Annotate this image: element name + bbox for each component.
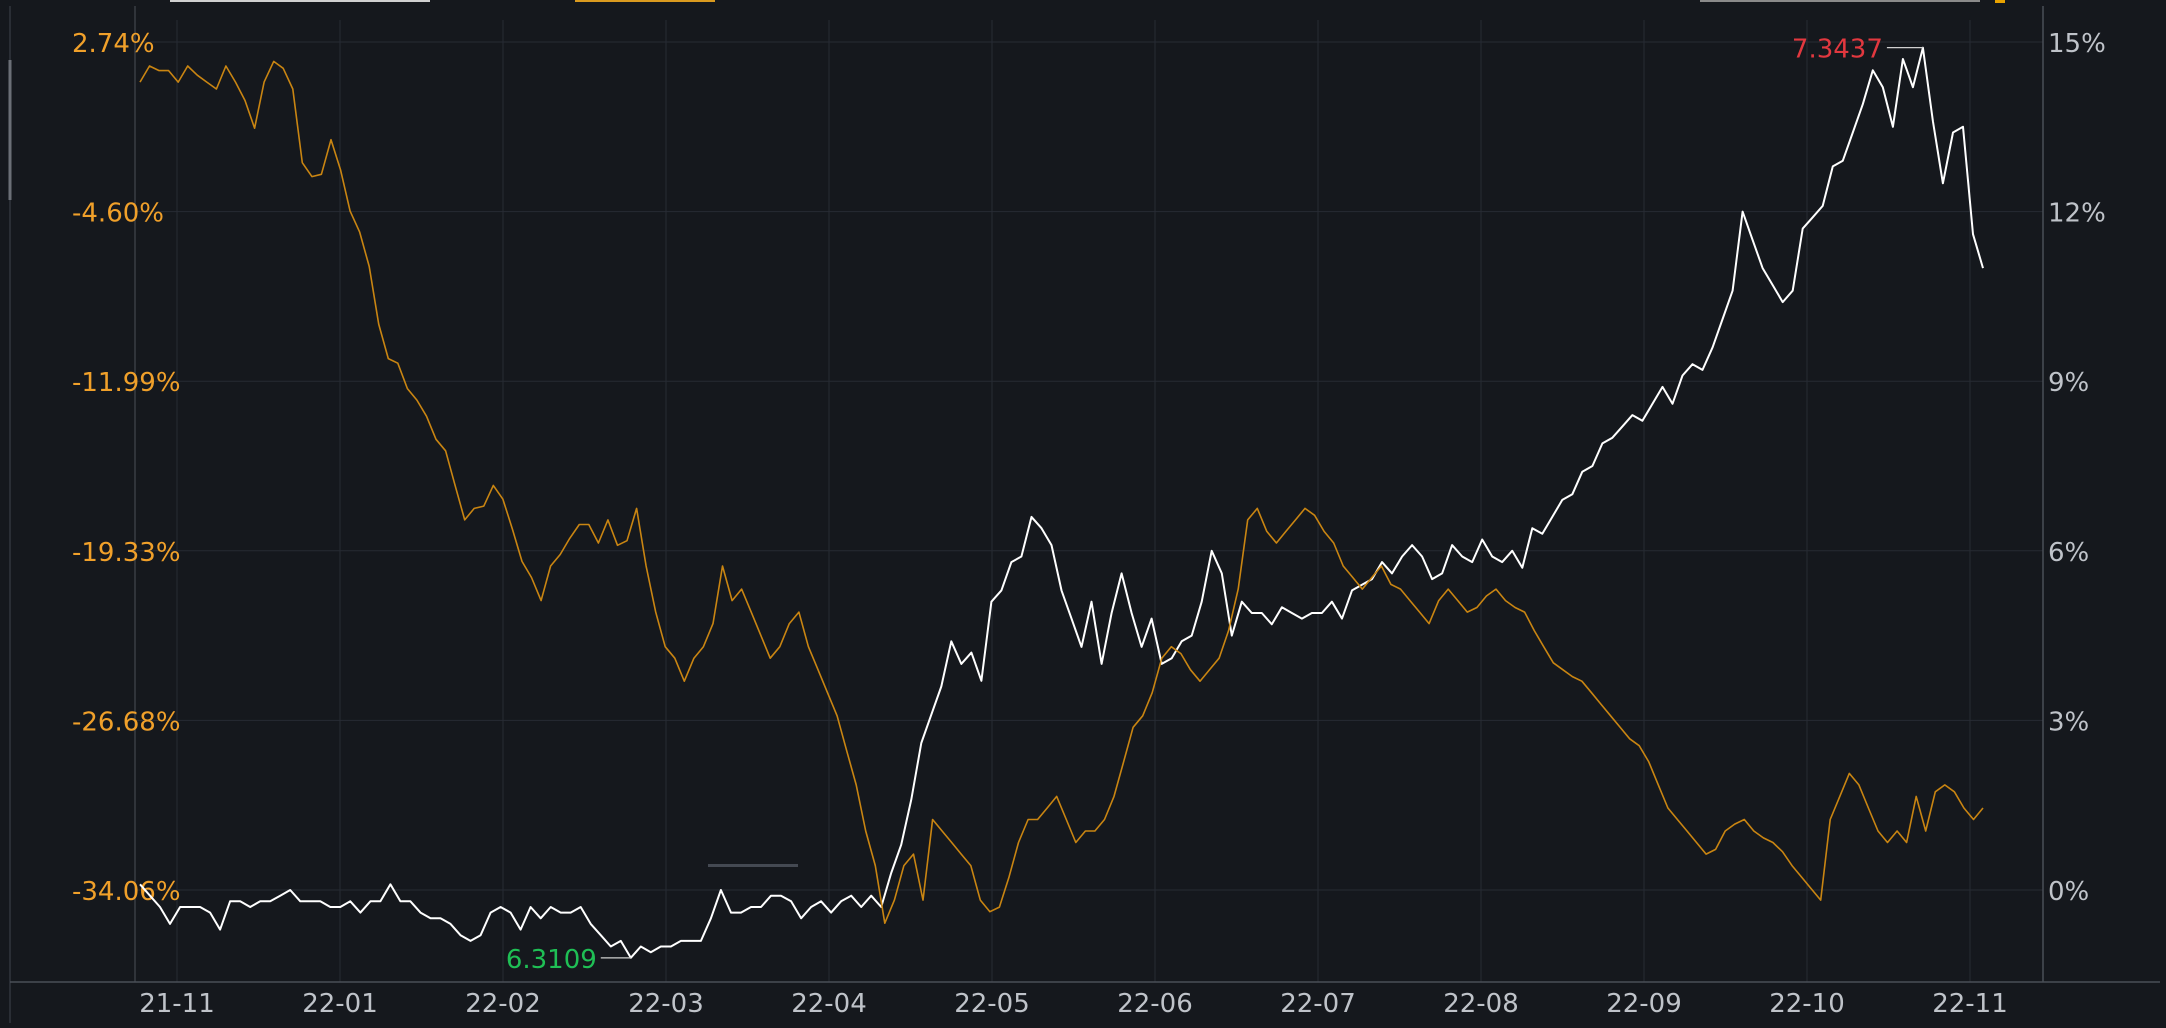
x-tick-label: 22-05 [954,989,1030,1019]
toolbar-fragment [1700,0,1980,2]
x-tick-label: 22-10 [1769,989,1845,1019]
right-y-tick-label: 0% [2048,877,2089,907]
marker-layer: 7.3437 6.3109 [506,35,1923,975]
left-y-tick-label: -11.99% [72,368,181,398]
legend-white-fragment [170,0,430,2]
axes: 21-11 22-01 22-02 22-03 22-04 22-05 22-06 22-07… [10,0,2160,1019]
toolbar-accent-fragment [1995,0,2005,3]
x-tick-label: 22-07 [1280,989,1356,1019]
x-tick-label: 22-04 [791,989,867,1019]
series-layer [139,46,1984,959]
series-line-orange [139,60,1984,924]
right-y-tick-label: 6% [2048,538,2089,568]
x-tick-label: 22-08 [1443,989,1519,1019]
x-tick-label: 22-11 [1932,989,2008,1019]
x-tick-label: 22-02 [465,989,541,1019]
series-line-white [139,46,1984,959]
x-tick-label: 22-01 [302,989,378,1019]
right-y-tick-label: 3% [2048,707,2089,737]
faint-annotation-mark [708,864,798,867]
left-y-tick-label: -4.60% [72,199,164,229]
left-y-tick-label: -26.68% [72,707,181,737]
x-tick-label: 22-06 [1117,989,1193,1019]
min-value-label: 6.3109 [506,945,597,975]
right-y-tick-label: 12% [2048,199,2106,229]
max-value-label: 7.3437 [1792,35,1883,65]
right-y-tick-label: 9% [2048,368,2089,398]
left-y-tick-label: 2.74% [72,29,155,59]
x-tick-label: 22-09 [1606,989,1682,1019]
right-y-tick-label: 15% [2048,29,2106,59]
left-y-tick-label: -34.06% [72,877,181,907]
grid [135,20,2043,982]
x-tick-label: 21-11 [139,989,215,1019]
top-legend-strip [0,0,2166,6]
x-tick-label: 22-03 [628,989,704,1019]
left-y-tick-label: -19.33% [72,538,181,568]
legend-orange-fragment [575,0,715,2]
